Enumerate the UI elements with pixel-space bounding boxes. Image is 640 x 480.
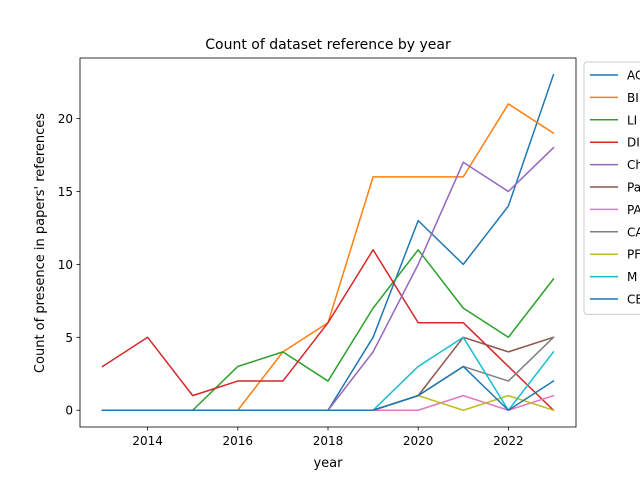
legend-label-1: AC <box>627 69 640 83</box>
axes: 2014 2016 2018 2020 2022 0 5 10 15 20 <box>58 57 577 448</box>
x-tick-label: 2018 <box>313 434 344 448</box>
y-tick-label: 5 <box>65 331 73 345</box>
legend-label-9: PF <box>627 248 640 262</box>
legend-label-2: BI <box>627 91 639 105</box>
legend-label-11: CE <box>627 293 640 307</box>
x-tick-label: 2020 <box>403 434 434 448</box>
y-tick-label: 15 <box>58 185 73 199</box>
legend-label-7: PA <box>627 203 640 217</box>
y-tick-label: 10 <box>58 258 73 272</box>
legend: AC BI LI DI Ch Pa PA CA PF M CE <box>583 61 640 315</box>
series-line-11 <box>101 365 555 411</box>
x-tick-label: 2016 <box>223 434 254 448</box>
x-axis-label: year <box>313 456 343 471</box>
y-axis-label: Count of presence in papers' references <box>33 113 48 373</box>
y-tick-label: 20 <box>58 112 73 126</box>
x-tick-label: 2022 <box>493 434 524 448</box>
y-tick-label: 0 <box>65 404 73 418</box>
legend-box <box>583 61 640 315</box>
legend-label-5: Ch <box>627 158 640 172</box>
plot-area <box>101 73 555 412</box>
legend-label-6: Pa <box>627 181 640 195</box>
x-tick-label: 2014 <box>132 434 163 448</box>
legend-label-8: CA <box>627 225 640 239</box>
legend-label-3: LI <box>627 113 637 127</box>
series-line-4 <box>101 249 555 412</box>
chart-title: Count of dataset reference by year <box>205 37 451 53</box>
legend-label-4: DI <box>627 136 640 150</box>
legend-label-10: M <box>627 270 637 284</box>
